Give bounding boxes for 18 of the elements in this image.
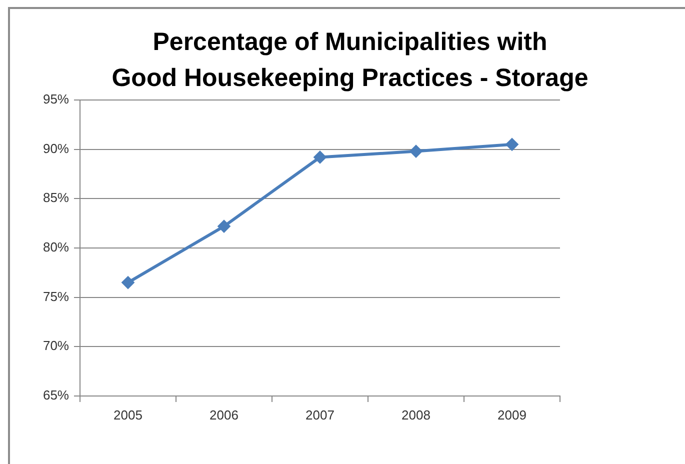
point (314, 150, 326, 164)
y-tick-label: 95% (42, 92, 70, 107)
chart-title: Percentage of Municipalities with Good Housekeeping Practices - Storage (110, 27, 590, 92)
point (506, 138, 518, 151)
x-tick-label: 2006 (210, 407, 238, 422)
x-tick-label: 2007 (306, 407, 334, 422)
point (410, 144, 422, 158)
point (218, 220, 230, 233)
y-tick-label: 80% (42, 240, 70, 255)
y-tick-label: 65% (42, 388, 70, 403)
x-tick-label: 2009 (498, 407, 526, 422)
y-tick-label: 70% (42, 338, 70, 354)
x-tick-label: 2008 (402, 407, 430, 422)
y-tick-label: 75% (42, 288, 70, 304)
x-tick-label: 2005 (114, 407, 142, 422)
y-tick-label: 85% (42, 190, 70, 206)
point (122, 276, 134, 290)
y-tick-label: 90% (42, 140, 70, 156)
